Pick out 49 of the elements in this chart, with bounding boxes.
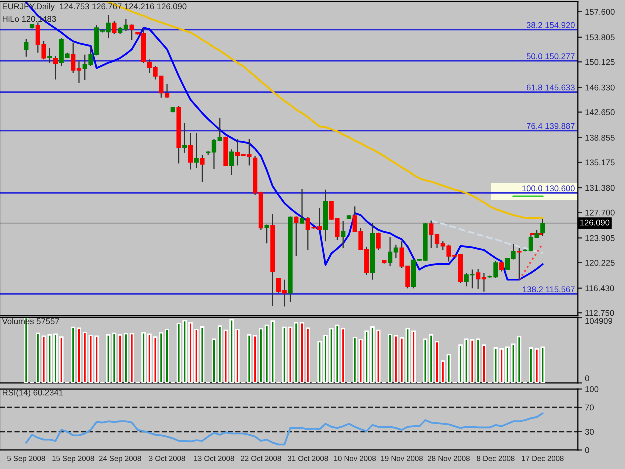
- y-tick-label: 127.700: [586, 210, 615, 216]
- line-series: [26, 412, 544, 446]
- candlestick: [200, 154, 205, 184]
- y-tick-label: 120.225: [586, 260, 615, 266]
- y-tick-label: 104909: [586, 318, 612, 324]
- ref-line-label: 100.0 130.600: [522, 186, 575, 192]
- candlestick: [376, 232, 381, 251]
- candlestick: [188, 132, 194, 170]
- y-tick-label: 153.805: [586, 34, 615, 41]
- y-tick-label: 116.430: [586, 286, 614, 292]
- y-tick-label: 157.600: [586, 9, 615, 16]
- candlestick: [300, 188, 305, 224]
- y-tick-label: 146.330: [586, 84, 615, 91]
- ref-line-label: 76.4 139.887: [527, 123, 575, 130]
- y-tick-label: 0: [585, 447, 590, 454]
- y-tick-label: 131.380: [586, 185, 615, 192]
- y-tick-label: 100: [586, 386, 599, 392]
- candlestick: [53, 56, 58, 80]
- y-tick-label: 70: [585, 404, 594, 411]
- ref-line-label: 38.2 154.920: [526, 22, 575, 28]
- candlestick: [341, 220, 346, 249]
- candlestick: [130, 24, 134, 41]
- y-tick-label: 30: [585, 429, 594, 436]
- y-tick-label: 112.750: [586, 310, 614, 316]
- candlestick: [540, 218, 546, 237]
- y-tick-label: 138.855: [586, 135, 615, 141]
- candlestick: [517, 248, 522, 280]
- y-tick-label: 135.175: [586, 160, 615, 166]
- ref-line-label: 61.8 145.633: [527, 84, 575, 91]
- ref-line-label: 138.2 115.567: [523, 286, 575, 293]
- candlestick: [182, 122, 188, 154]
- candlestick: [264, 224, 270, 244]
- y-tick-label: 150.125: [586, 59, 615, 66]
- ref-line-label: 126.090: [580, 220, 610, 226]
- ref-line-label: 50.0 150.277: [526, 54, 575, 60]
- candlestick: [294, 216, 299, 257]
- y-tick-label: 142.650: [586, 110, 615, 116]
- candlestick: [112, 20, 117, 35]
- candlestick: [24, 38, 29, 58]
- y-tick-label: 123.905: [586, 235, 615, 242]
- candlestick: [48, 48, 52, 64]
- candlestick: [230, 149, 234, 176]
- line-series: [518, 242, 544, 281]
- candlestick: [164, 84, 170, 98]
- candlestick: [194, 132, 199, 169]
- y-tick-label: 0: [585, 376, 590, 382]
- candlestick: [500, 261, 504, 272]
- line-series: [430, 220, 544, 255]
- chart-title: RSI(14) 60.2341: [2, 390, 64, 398]
